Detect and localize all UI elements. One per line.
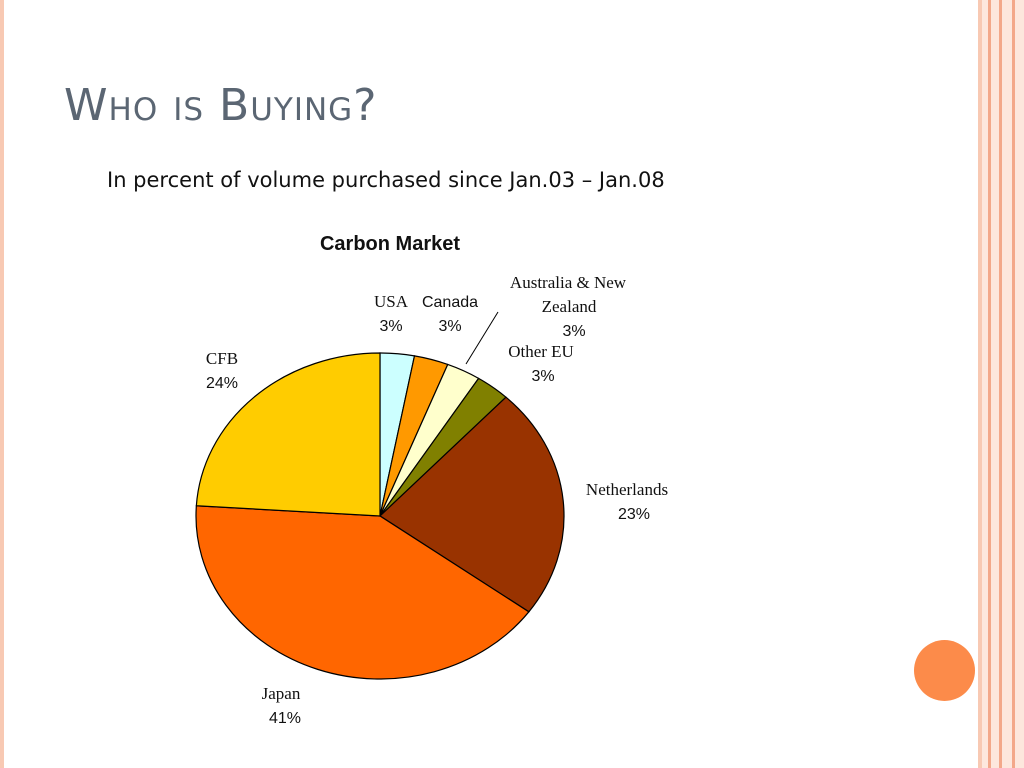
label-japan-name: Japan	[262, 684, 301, 703]
label-canada-name: Canada	[422, 294, 478, 311]
decor-stripe	[1002, 0, 1012, 768]
pie-slice-cfb	[195, 352, 381, 517]
label-othereu-pct: 3%	[531, 368, 554, 385]
leader-line	[465, 311, 499, 365]
left-border	[0, 0, 4, 768]
slide-title: Who is Buying?	[64, 80, 378, 131]
decor-stripe	[982, 0, 988, 768]
chart-title: Carbon Market	[320, 233, 460, 255]
label-anz-pct: 3%	[562, 323, 585, 340]
label-usa-name: USA	[374, 292, 409, 311]
decor-stripe	[999, 0, 1002, 768]
pie-slice-netherlands	[379, 396, 565, 613]
label-netherlands-name: Netherlands	[586, 480, 668, 499]
decor-stripe	[988, 0, 991, 768]
label-anz-name-line2: Zealand	[542, 297, 597, 316]
label-usa-pct: 3%	[379, 318, 402, 335]
pie-slices	[195, 352, 565, 680]
label-anz-name-line1: Australia & New	[510, 273, 627, 292]
decor-stripe	[991, 0, 999, 768]
decor-stripe	[1012, 0, 1015, 768]
label-cfb-name: CFB	[206, 349, 238, 368]
decor-stripe	[1015, 0, 1024, 768]
accent-circle	[914, 640, 975, 701]
label-netherlands-pct: 23%	[618, 506, 650, 523]
label-cfb-pct: 24%	[206, 375, 238, 392]
pie-slice-japan	[195, 505, 530, 680]
slide-subtitle: In percent of volume purchased since Jan…	[107, 168, 665, 192]
label-canada-pct: 3%	[438, 318, 461, 335]
label-othereu-name: Other EU	[508, 342, 574, 361]
decor-stripe	[978, 0, 982, 768]
label-japan-pct: 41%	[269, 710, 301, 727]
